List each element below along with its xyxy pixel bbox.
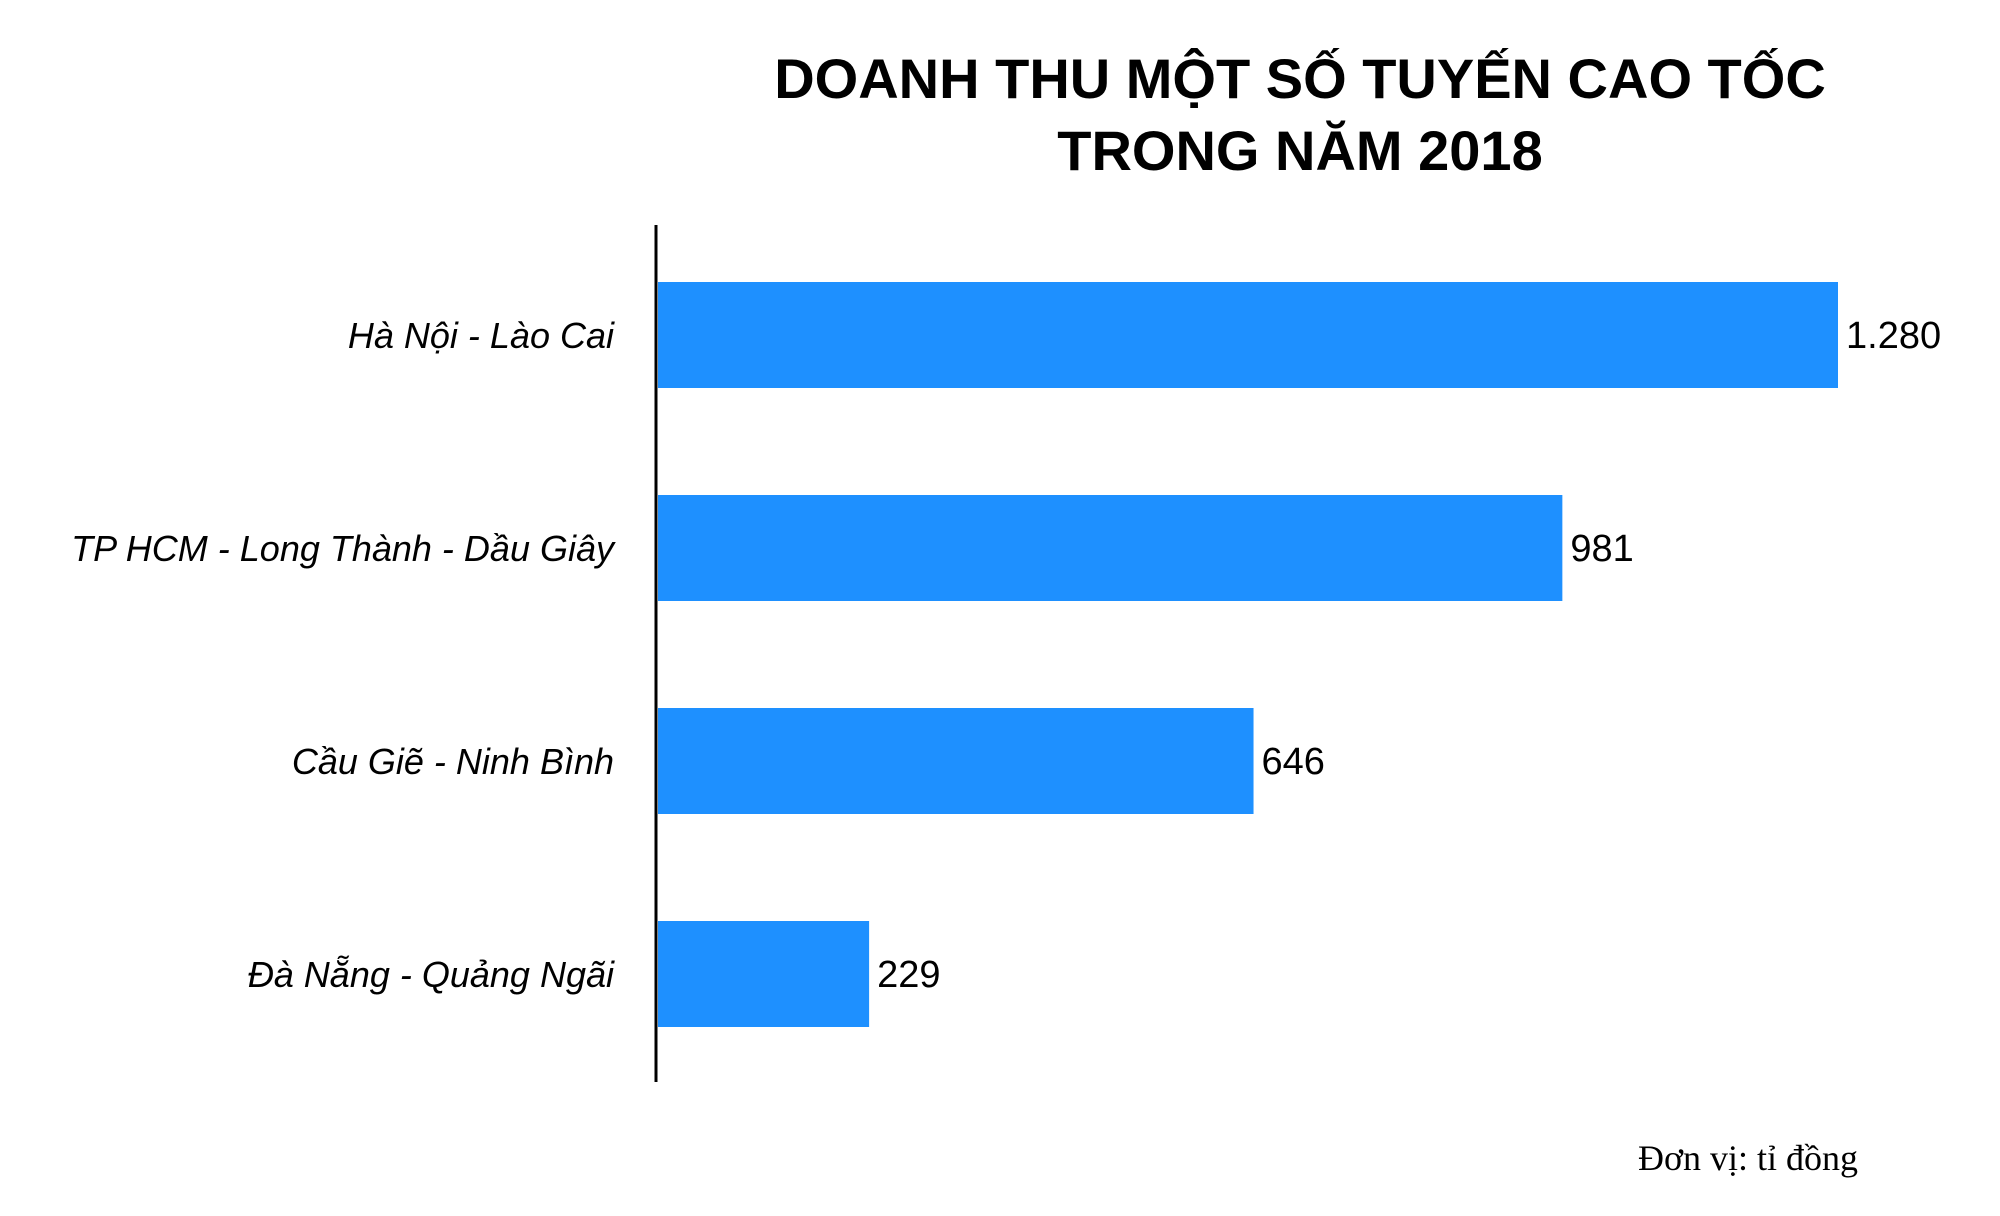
chart-title-line-1: DOANH THU MỘT SỐ TUYẾN CAO TỐC [774, 47, 1826, 110]
value-label-2: 981 [1570, 528, 1633, 570]
chart-title: DOANH THU MỘT SỐ TUYẾN CAO TỐC TRONG NĂM… [774, 47, 1826, 182]
value-labels: 1.280 981 646 229 [877, 315, 1941, 996]
bar-2 [658, 495, 1563, 601]
bar-3 [658, 708, 1254, 814]
category-label-4: Đà Nẵng - Quảng Ngãi [248, 954, 615, 995]
category-label-3: Cầu Giẽ - Ninh Bình [292, 741, 614, 782]
value-label-4: 229 [877, 954, 940, 996]
unit-note: Đơn vị: tỉ đồng [1638, 1138, 1858, 1178]
category-label-2: TP HCM - Long Thành - Dầu Giây [71, 528, 616, 569]
value-label-1: 1.280 [1846, 315, 1941, 357]
category-label-1: Hà Nội - Lào Cai [348, 315, 615, 356]
bar-1 [658, 282, 1838, 388]
category-labels: Hà Nội - Lào Cai TP HCM - Long Thành - Dầ… [71, 315, 616, 995]
value-label-3: 646 [1262, 741, 1325, 783]
bars-group [658, 282, 1838, 1027]
chart-title-line-2: TRONG NĂM 2018 [1057, 119, 1542, 182]
bar-4 [658, 921, 870, 1027]
